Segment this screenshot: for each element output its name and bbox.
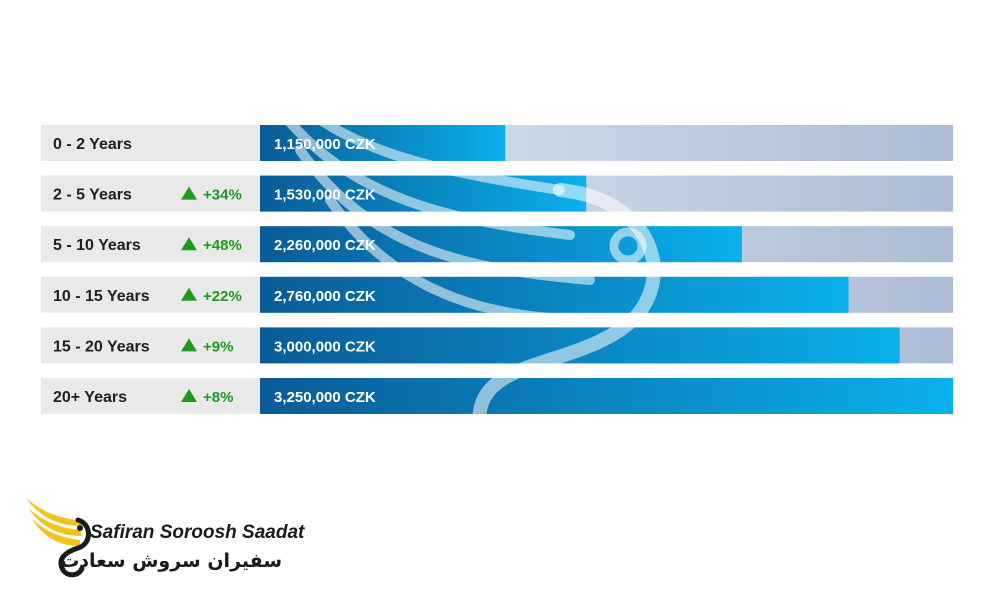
- row-label-bg: [41, 226, 260, 263]
- growth-label: +34%: [203, 187, 242, 204]
- row-label-bg: [41, 327, 260, 364]
- growth-up-arrow-icon: [181, 338, 197, 352]
- logo-farsi-text: سفیران سروش سعادت: [60, 550, 282, 572]
- wing-logo-icon: [26, 498, 91, 578]
- bar-row: 20+ Years +8% 3,250,000 CZK: [41, 378, 953, 414]
- company-logo: Safiran Soroosh Saadat سفیران سروش سعادت: [22, 492, 305, 584]
- row-label-bg: [41, 276, 260, 313]
- category-label: 0 - 2 Years: [53, 136, 132, 153]
- bar-row: 0 - 2 Years 1,150,000 CZK: [41, 125, 953, 161]
- growth-label: +8%: [203, 389, 233, 406]
- logo-latin-text: Safiran Soroosh Saadat: [90, 522, 305, 543]
- category-label: 15 - 20 Years: [53, 338, 150, 355]
- growth-up-arrow-icon: [181, 389, 197, 402]
- row-label-bg: [41, 175, 260, 212]
- growth-label: +9%: [203, 338, 233, 355]
- growth-label: +48%: [203, 237, 242, 254]
- growth-up-arrow-icon: [181, 237, 197, 251]
- bar-value-label: 1,530,000 CZK: [274, 187, 376, 204]
- growth-label: +22%: [203, 288, 242, 305]
- category-label: 10 - 15 Years: [53, 288, 150, 305]
- bar-value-label: 1,150,000 CZK: [274, 136, 376, 153]
- bar-row: 10 - 15 Years +22% 2,760,000 CZK: [41, 276, 953, 313]
- bar-value-label: 3,250,000 CZK: [274, 389, 376, 406]
- growth-up-arrow-icon: [181, 287, 197, 301]
- bar-row: 5 - 10 Years +48% 2,260,000 CZK: [41, 226, 953, 263]
- row-label-bg: [41, 125, 260, 161]
- growth-up-arrow-icon: [181, 186, 197, 200]
- bar-value-label: 3,000,000 CZK: [274, 338, 376, 355]
- bar-value-label: 2,760,000 CZK: [274, 288, 376, 305]
- bar-value-label: 2,260,000 CZK: [274, 237, 376, 254]
- bar-row: 2 - 5 Years +34% 1,530,000 CZK: [41, 175, 953, 212]
- bar-row: 15 - 20 Years +9% 3,000,000 CZK: [41, 327, 953, 364]
- row-label-bg: [41, 378, 260, 414]
- category-label: 5 - 10 Years: [53, 237, 141, 254]
- category-label: 20+ Years: [53, 389, 127, 406]
- category-label: 2 - 5 Years: [53, 187, 132, 204]
